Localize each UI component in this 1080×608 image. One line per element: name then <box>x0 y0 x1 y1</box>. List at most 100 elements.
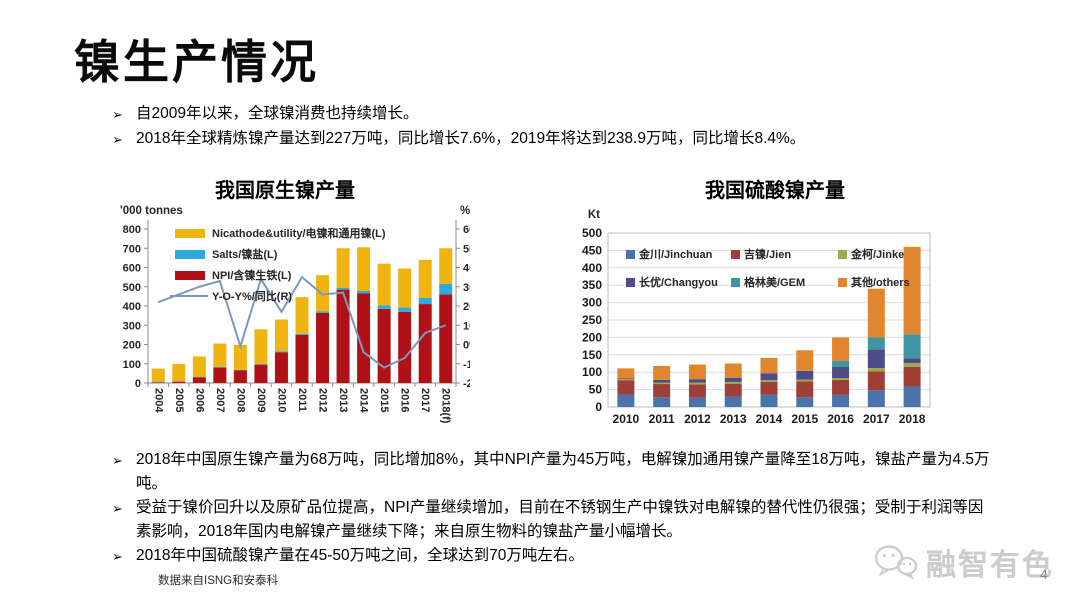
x-axis-tick-label: 2008 <box>234 388 246 412</box>
bar-segment <box>192 376 206 378</box>
bar-segment <box>617 378 635 380</box>
bar-segment <box>274 352 288 383</box>
bar-segment <box>439 294 453 383</box>
x-axis-tick-label: 2013 <box>720 412 747 426</box>
bar-segment <box>357 247 371 291</box>
legend-swatch <box>838 278 847 287</box>
bar-segment <box>357 290 371 294</box>
bar-segment <box>418 297 432 305</box>
bar-segment <box>295 297 309 334</box>
bar-segment <box>357 293 371 383</box>
legend-label: 格林美/GEM <box>744 275 805 289</box>
nickel-sulfate-chart: 我国硫酸镍产量 0 50 100 150 200 250 300 350 400 450 500 Kt… <box>560 172 990 437</box>
bar-segment <box>398 307 412 312</box>
legend-swatch <box>175 250 205 259</box>
bar-segment <box>867 349 885 369</box>
bullet-arrow-icon: ➢ <box>112 132 123 147</box>
bar-segment <box>688 364 706 380</box>
pct-axis-tick-label: -20% <box>463 378 470 390</box>
bar-segment <box>233 370 247 383</box>
bar-segment <box>796 381 814 398</box>
yoy-line <box>157 275 447 369</box>
page-title: 镍生产情况 <box>74 36 319 88</box>
top-bullet-list: ➢ 自2009年以来，全球镍消费也持续增长。 ➢ 2018年全球精炼镍产量达到227万… <box>112 102 997 152</box>
x-axis-tick-label: 2014 <box>358 388 370 413</box>
legend-label: Nicathode&utility/电镍和通用镍(L) <box>212 226 386 240</box>
bar-segment <box>653 379 671 383</box>
legend-label: Salts/镍盐(L) <box>212 247 278 261</box>
bar-segment <box>274 319 288 352</box>
bar-segment <box>653 365 671 380</box>
y-axis-tick-label: 800 <box>123 224 141 236</box>
bar-segment <box>796 379 814 382</box>
y-axis-tick-label: 250 <box>582 313 602 327</box>
x-axis-tick-label: 2015 <box>791 412 818 426</box>
bar-segment <box>832 360 850 367</box>
bar-segment <box>867 368 885 372</box>
legend-swatch <box>626 250 635 259</box>
x-axis-tick-label: 2004 <box>152 388 164 413</box>
bar-segment <box>233 369 247 371</box>
bullet-arrow-icon: ➢ <box>112 549 123 564</box>
x-axis-tick-label: 2018(f) <box>440 388 452 424</box>
bar-segment <box>617 380 635 395</box>
bar-segment <box>213 367 227 368</box>
bar-segment <box>796 397 814 407</box>
y-axis-tick-label: 700 <box>123 243 141 255</box>
bar-segment <box>688 379 706 383</box>
bar-segment <box>398 268 412 308</box>
bar-segment <box>796 370 814 380</box>
bar-segment <box>439 248 453 284</box>
y-axis-tick-label: 300 <box>123 320 141 332</box>
x-axis-tick-label: 2016 <box>399 388 411 412</box>
watermark-text: 融智有色 <box>926 549 1054 582</box>
bar-segment <box>688 397 706 407</box>
bar-segment <box>760 380 778 382</box>
x-axis-tick-label: 2014 <box>756 412 783 426</box>
bar-segment <box>213 343 227 368</box>
y-axis-tick-label: 100 <box>582 365 602 379</box>
x-axis-tick-label: 2006 <box>193 388 205 412</box>
y-axis-tick-label: 350 <box>582 278 602 292</box>
bar-segment <box>724 363 742 378</box>
bar-segment <box>295 333 309 335</box>
bar-segment <box>724 396 742 407</box>
nickel-sulfate-chart-plot: 0 50 100 150 200 250 300 350 400 450 500 Kt 2010 2011… <box>582 209 931 426</box>
bar-segment <box>233 344 247 370</box>
bar-segment <box>724 377 742 382</box>
bullet-text: 受益于镍价回升以及原矿品位提高，NPI产量继续增加，目前在不锈钢生产中镍铁对电解… <box>136 499 984 540</box>
bar-segment <box>192 377 206 383</box>
x-axis-tick-label: 2011 <box>649 412 675 426</box>
bullet-text: 2018年中国硫酸镍产量在45-50万吨之间，全球达到70万吨左右。 <box>136 547 584 564</box>
bar-segment <box>760 381 778 395</box>
bar-segment <box>213 367 227 383</box>
bar-segment <box>254 363 268 365</box>
bar-segment <box>760 357 778 374</box>
x-axis-tick-label: 2005 <box>173 388 185 412</box>
legend-label: 吉镍/Jien <box>744 247 791 261</box>
watermark: 融智有色 <box>872 540 1054 584</box>
bar-segment <box>832 378 850 380</box>
legend-label: 其他/others <box>851 275 910 289</box>
bar-segment <box>903 386 921 407</box>
bar-segment <box>377 308 391 383</box>
bar-segment <box>867 288 885 338</box>
bullet-item: ➢ 受益于镍价回升以及原矿品位提高，NPI产量继续增加，目前在不锈钢生产中镍铁对电… <box>112 496 997 544</box>
pct-axis-tick-label: 50% <box>463 243 470 255</box>
bar-segment <box>653 397 671 407</box>
bar-segment <box>617 394 635 407</box>
bar-segment <box>724 383 742 397</box>
legend-swatch <box>731 250 740 259</box>
bar-segment <box>867 337 885 350</box>
x-axis-tick-label: 2018 <box>899 412 926 426</box>
y-axis-tick-label: 500 <box>582 226 602 240</box>
bar-segment <box>903 358 921 364</box>
bar-segment <box>254 329 268 364</box>
legend-swatch <box>175 271 205 280</box>
x-axis-tick-label: 2009 <box>255 388 267 412</box>
bar-segment <box>832 379 850 395</box>
y-axis-tick-label: 200 <box>582 330 602 344</box>
bar-segment <box>316 312 330 383</box>
pct-axis-tick-label: 0% <box>463 340 470 352</box>
right-chart-title: 我国硫酸镍产量 <box>705 180 845 202</box>
